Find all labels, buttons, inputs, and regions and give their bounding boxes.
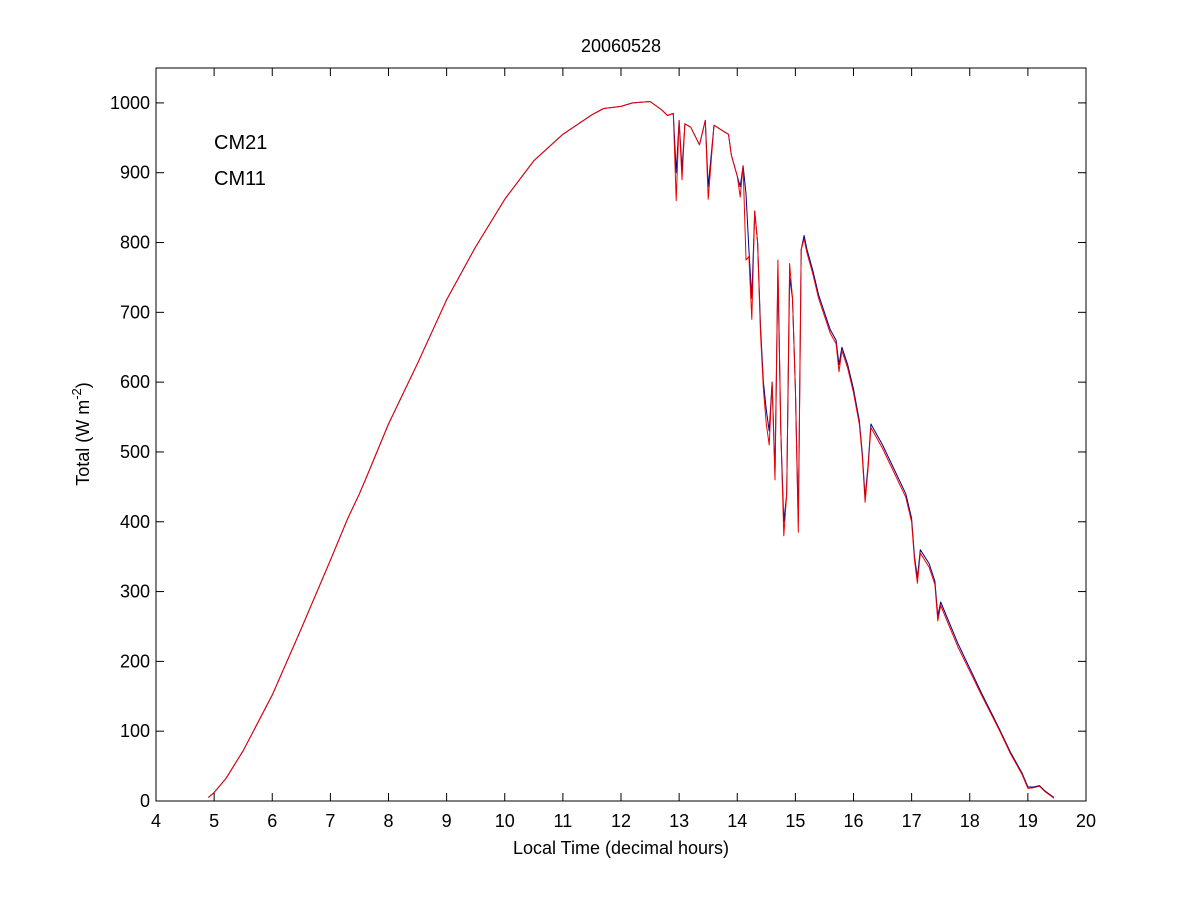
tick-layer: 4 5 6 7 8 9 10 11 12 13 14 15 16 17 18 19 20010020030040… xyxy=(110,68,1096,831)
y-tick-label-300: 300 xyxy=(120,582,150,602)
x-tick-label-17: 17 xyxy=(902,811,922,831)
y-tick-label-100: 100 xyxy=(120,721,150,741)
x-tick-label-20: 20 xyxy=(1076,811,1096,831)
y-axis-label-superscript: -2 xyxy=(69,388,84,400)
y-tick-label-700: 700 xyxy=(120,302,150,322)
x-tick-label-11: 11 xyxy=(554,811,573,831)
y-axis-label: Total (W m-2) xyxy=(69,382,93,486)
y-tick-label-500: 500 xyxy=(120,442,150,462)
series-layer xyxy=(207,101,1055,799)
chart-title: 20060528 xyxy=(581,36,661,56)
legend-cm21: CM21 xyxy=(214,132,267,154)
x-tick-label-7: 7 xyxy=(325,811,335,831)
y-axis-label-main: Total (W m xyxy=(73,400,93,486)
x-tick-label-14: 14 xyxy=(727,811,747,831)
y-tick-label-800: 800 xyxy=(120,233,150,253)
y-tick-label-1000: 1000 xyxy=(110,93,150,113)
y-tick-label-400: 400 xyxy=(120,512,150,532)
y-axis-label-close: ) xyxy=(73,382,93,388)
y-tick-label-600: 600 xyxy=(120,372,150,392)
y-tick-label-200: 200 xyxy=(120,651,150,671)
x-tick-label-8: 8 xyxy=(383,811,393,831)
x-tick-label-5: 5 xyxy=(209,811,219,831)
x-tick-label-12: 12 xyxy=(611,811,631,831)
x-tick-label-13: 13 xyxy=(669,811,689,831)
x-tick-label-9: 9 xyxy=(442,811,452,831)
x-axis-label: Local Time (decimal hours) xyxy=(513,838,729,858)
y-tick-label-0: 0 xyxy=(140,791,150,811)
x-tick-label-18: 18 xyxy=(960,811,980,831)
x-tick-label-19: 19 xyxy=(1018,811,1038,831)
x-tick-label-4: 4 xyxy=(151,811,161,831)
x-tick-label-15: 15 xyxy=(785,811,805,831)
x-tick-label-10: 10 xyxy=(495,811,515,831)
plot-area xyxy=(155,67,1087,802)
legend-cm11: CM11 xyxy=(214,168,266,190)
series-line-cm11 xyxy=(207,101,1055,799)
x-tick-label-16: 16 xyxy=(843,811,863,831)
x-tick-label-6: 6 xyxy=(267,811,277,831)
y-tick-label-900: 900 xyxy=(120,163,150,183)
